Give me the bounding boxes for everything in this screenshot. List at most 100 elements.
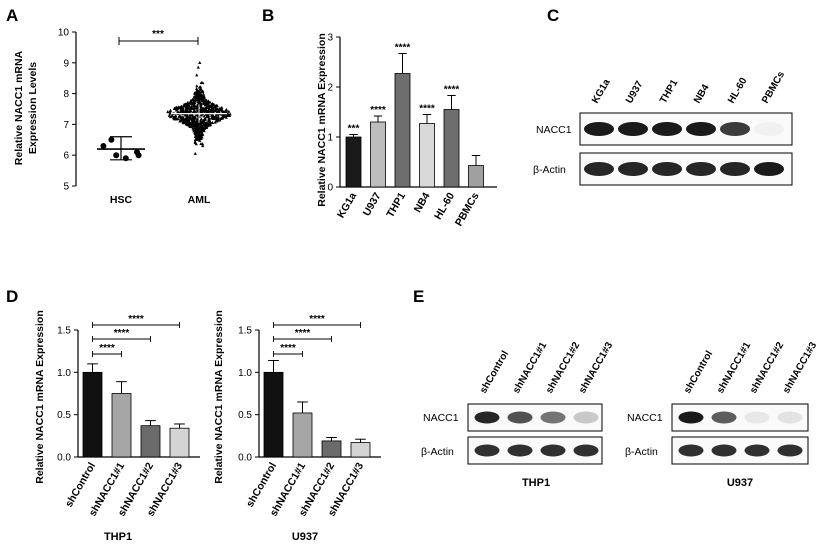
- panel-b-bar: [443, 109, 460, 188]
- aml-point: [213, 105, 218, 109]
- panel-e-thp1-band: [573, 411, 599, 424]
- aml-point: [206, 100, 210, 104]
- aml-point: [217, 109, 221, 113]
- aml-point: [195, 130, 200, 134]
- aml-point: [202, 114, 206, 118]
- panel-d-u937-y-ticks: 0.0 0.5 1.0 1.5: [238, 326, 259, 464]
- panel-e-u937-band: [711, 444, 737, 457]
- aml-point: [212, 108, 216, 112]
- panel-c-band: [584, 121, 614, 137]
- hsc-point: [100, 142, 107, 149]
- aml-point: [188, 107, 192, 111]
- panel-c-band: [618, 161, 648, 177]
- aml-point: [193, 116, 197, 120]
- panel-d-thp1-y-tick-label: 1.0: [57, 368, 71, 379]
- panel-label-c: C: [547, 6, 559, 25]
- panel-e-u937-lane-label: shNACC1#1: [715, 340, 753, 395]
- panel-b-y-ticks: 0 1 2 3: [327, 33, 340, 194]
- panel-b-significance: ****: [444, 85, 460, 96]
- aml-point: [194, 129, 198, 133]
- panel-d-u937-y-tick-label: 1.5: [238, 326, 252, 337]
- aml-point: [173, 114, 177, 118]
- panel-e-u937-band: [678, 411, 704, 424]
- panel-d-u937-y-tick-label: 0.0: [238, 453, 252, 464]
- aml-point: [200, 99, 204, 103]
- aml-point: [202, 100, 206, 104]
- panel-e-u937-band: [678, 444, 704, 457]
- hsc-point: [135, 152, 142, 159]
- aml-point: [207, 118, 211, 122]
- aml-point: [212, 116, 217, 120]
- aml-point: [185, 109, 189, 113]
- panel-d-u937-bracket-significance: ****: [295, 328, 311, 339]
- aml-point: [195, 106, 199, 110]
- aml-point: [201, 96, 205, 100]
- panel-d-thp1-y-tick-label: 0.5: [57, 410, 71, 421]
- panel-c-band: [584, 161, 614, 177]
- panel-d-thp1-bracket-significance: ****: [114, 328, 130, 339]
- aml-point: [199, 128, 204, 132]
- aml-point: [174, 117, 179, 121]
- aml-point: [207, 122, 211, 126]
- aml-point: [193, 135, 197, 139]
- panel-b-x-tick-label: HL-60: [432, 190, 457, 221]
- aml-point: [174, 108, 178, 112]
- aml-point: [196, 65, 200, 69]
- aml-point: [200, 142, 205, 146]
- aml-point: [203, 116, 207, 120]
- panel-a-x-label-hsc: HSC: [110, 194, 133, 206]
- panel-label-d: D: [6, 287, 18, 306]
- panel-d-u937-caption: U937: [292, 531, 318, 543]
- panel-c-row-label-actin: β-Actin: [533, 164, 566, 176]
- aml-point: [193, 98, 197, 102]
- aml-point: [188, 113, 192, 117]
- panel-b-significance: ***: [348, 124, 360, 135]
- panel-c-lane-label: NB4: [692, 82, 712, 105]
- aml-point: [195, 91, 200, 95]
- aml-point: [191, 119, 195, 123]
- panel-a-y-tick-label: 8: [63, 89, 69, 100]
- panel-a-y-label-line2: Expression Levels: [27, 62, 39, 154]
- aml-point: [168, 115, 173, 119]
- panel-e-thp1-band: [540, 411, 566, 424]
- aml-point: [192, 100, 196, 104]
- aml-point: [210, 108, 214, 112]
- panel-c-band: [720, 121, 750, 137]
- aml-point: [186, 105, 190, 109]
- panel-d-thp1-y-tick-label: 1.5: [57, 326, 71, 337]
- panel-d-u937-y-label: Relative NACC1 mRNA Expression: [213, 310, 225, 484]
- panel-c-band: [686, 121, 716, 137]
- panel-c-lane-label: PBMCs: [760, 69, 787, 105]
- aml-point: [210, 115, 215, 119]
- aml-point: [197, 99, 201, 103]
- aml-point: [185, 101, 189, 105]
- aml-point: [182, 118, 186, 122]
- aml-point: [182, 120, 187, 124]
- panel-e-thp1-lane-label: shNACC1#3: [577, 340, 615, 395]
- aml-point: [198, 124, 202, 128]
- aml-point: [213, 120, 217, 124]
- aml-point: [180, 109, 184, 113]
- panel-b-bar: [394, 73, 411, 188]
- panel-c-lane-label: HL-60: [726, 76, 750, 106]
- panel-d-thp1-y-ticks: 0.0 0.5 1.0 1.5: [57, 326, 78, 464]
- panel-d-u937-bar: [292, 412, 313, 458]
- aml-point: [200, 135, 204, 139]
- aml-point: [181, 116, 186, 120]
- aml-point: [207, 107, 212, 111]
- aml-point: [221, 108, 225, 112]
- panel-e-thp1-band: [507, 444, 533, 457]
- panel-d-u937-chart: 0.0 0.5 1.0 1.5 Relative NACC1 mRNA Express…: [213, 310, 381, 543]
- panel-e-u937-row-label-actin: β-Actin: [625, 446, 658, 458]
- panel-c-bands: [584, 121, 784, 177]
- panel-a-y-tick-label: 7: [63, 120, 69, 131]
- panel-e-u937-lane-label: shControl: [682, 349, 715, 396]
- aml-point: [196, 123, 200, 127]
- aml-point: [190, 116, 195, 120]
- aml-point: [206, 123, 210, 127]
- panel-d-thp1-caption: THP1: [104, 531, 132, 543]
- panel-e-thp1-caption: THP1: [522, 477, 550, 489]
